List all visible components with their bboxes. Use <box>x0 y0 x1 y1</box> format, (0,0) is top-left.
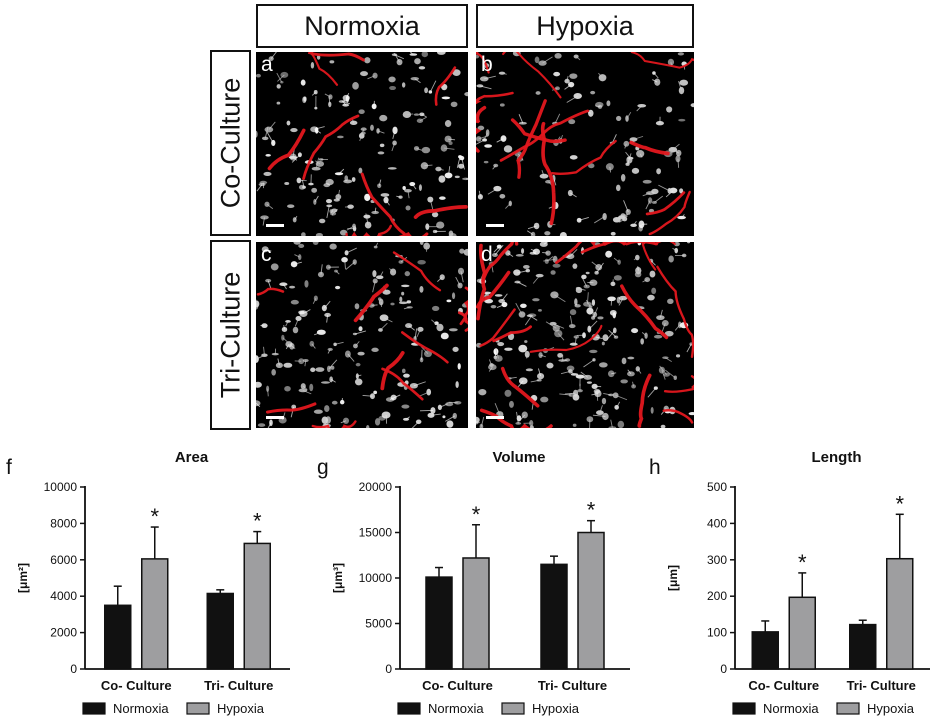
micrograph-panel-d: d <box>476 242 694 428</box>
x-tick-label: Tri- Culture <box>204 678 273 693</box>
figure-label-h: h <box>649 456 661 479</box>
panel-label: c <box>261 243 272 266</box>
cell-cluster <box>256 52 468 236</box>
bar <box>577 531 605 670</box>
x-tick-label: Tri- Culture <box>538 678 607 693</box>
legend-label: Normoxia <box>113 701 169 716</box>
micrograph-image <box>256 242 468 428</box>
bar <box>751 631 779 670</box>
x-tick-label: Tri- Culture <box>847 678 916 693</box>
legend-label: Hypoxia <box>532 701 580 716</box>
cell-cluster <box>256 242 468 428</box>
cell-cluster <box>476 242 694 428</box>
legend-label: Normoxia <box>763 701 819 716</box>
scale-bar <box>266 416 284 419</box>
vessel-network <box>267 52 468 236</box>
bar <box>104 604 132 670</box>
scale-bar <box>266 224 284 227</box>
row-header-co-culture: Co-Culture <box>210 50 251 236</box>
chart-title: Length <box>812 449 862 466</box>
chart-svg: Length 0 100 200 300 400 500 [μm] * Co- Culture * T… <box>666 449 930 716</box>
panel-label: d <box>481 243 493 266</box>
legend-label: Normoxia <box>428 701 484 716</box>
bar <box>849 623 877 670</box>
y-tick-label: 10000 <box>44 480 78 494</box>
y-tick-label: 100 <box>707 626 727 640</box>
x-tick-label: Co- Culture <box>748 678 819 693</box>
significance-star: * <box>895 491 904 516</box>
significance-star: * <box>798 550 807 575</box>
y-tick-label: 0 <box>70 662 77 676</box>
y-tick-label: 200 <box>707 589 727 603</box>
row-header-label: Co-Culture <box>215 77 245 209</box>
x-tick-label: Co- Culture <box>422 678 493 693</box>
bar <box>141 558 169 670</box>
micrograph-image <box>256 52 468 236</box>
figure-label-g: g <box>317 456 329 479</box>
micrograph-image <box>476 242 694 428</box>
legend-swatch <box>501 702 525 715</box>
y-tick-label: 0 <box>385 662 392 676</box>
bar <box>206 592 234 670</box>
bar <box>243 542 271 670</box>
legend-swatch <box>397 702 421 715</box>
y-tick-label: 20000 <box>359 480 393 494</box>
chart-svg: Volume 0 5000 10000 15000 20000 [μm³] * Co- Cult… <box>331 449 630 716</box>
vessel-network <box>476 242 694 428</box>
micrograph-panel-a: a <box>256 52 468 236</box>
bar <box>788 596 816 670</box>
y-tick-label: 5000 <box>365 617 392 631</box>
bar <box>886 557 914 670</box>
legend-swatch <box>836 702 860 715</box>
y-tick-label: 8000 <box>50 516 77 530</box>
micrograph-panel-c: c <box>256 242 468 428</box>
y-axis-label: [μm³] <box>331 563 345 593</box>
legend-label: Hypoxia <box>217 701 265 716</box>
legend-swatch <box>732 702 756 715</box>
significance-star: * <box>150 504 159 529</box>
bar <box>462 557 490 670</box>
y-tick-label: 400 <box>707 516 727 530</box>
vessel-network <box>256 251 468 428</box>
micrograph-panel-b: b <box>476 52 694 236</box>
legend-swatch <box>82 702 106 715</box>
cell-cluster <box>476 52 694 236</box>
significance-star: * <box>587 498 596 523</box>
chart-svg: Area 0 2000 4000 6000 8000 10000 [μm²] * Co- Cult… <box>16 449 290 716</box>
panel-label: b <box>481 53 493 76</box>
length-bar-chart: Length 0 100 200 300 400 500 [μm] * Co- Culture * T… <box>644 440 941 723</box>
y-tick-label: 0 <box>720 662 727 676</box>
chart-title: Area <box>175 449 209 466</box>
scale-bar <box>486 224 504 227</box>
chart-title: Volume <box>492 449 545 466</box>
scale-bar <box>486 416 504 419</box>
x-tick-label: Co- Culture <box>101 678 172 693</box>
y-axis-label: [μm²] <box>16 563 30 593</box>
micrograph-image <box>476 52 694 236</box>
y-tick-label: 2000 <box>50 626 77 640</box>
row-header-tri-culture: Tri-Culture <box>210 240 251 430</box>
y-axis-label: [μm] <box>666 565 680 591</box>
column-header-hypoxia: Hypoxia <box>476 4 694 48</box>
y-tick-label: 500 <box>707 480 727 494</box>
bar <box>540 563 568 670</box>
significance-star: * <box>253 509 262 534</box>
y-tick-label: 10000 <box>359 571 393 585</box>
significance-star: * <box>472 502 481 527</box>
vessel-network <box>476 52 694 236</box>
row-header-label: Tri-Culture <box>215 271 245 399</box>
y-tick-label: 300 <box>707 553 727 567</box>
area-bar-chart: Area 0 2000 4000 6000 8000 10000 [μm²] * Co- Cult… <box>0 440 310 723</box>
column-header-normoxia: Normoxia <box>256 4 468 48</box>
y-tick-label: 15000 <box>359 526 393 540</box>
y-tick-label: 4000 <box>50 589 77 603</box>
panel-label: a <box>261 53 273 76</box>
bar <box>425 576 453 670</box>
volume-bar-chart: Volume 0 5000 10000 15000 20000 [μm³] * Co- Cult… <box>312 440 642 723</box>
figure-label-f: f <box>6 456 12 479</box>
legend-swatch <box>186 702 210 715</box>
y-tick-label: 6000 <box>50 553 77 567</box>
legend-label: Hypoxia <box>867 701 915 716</box>
